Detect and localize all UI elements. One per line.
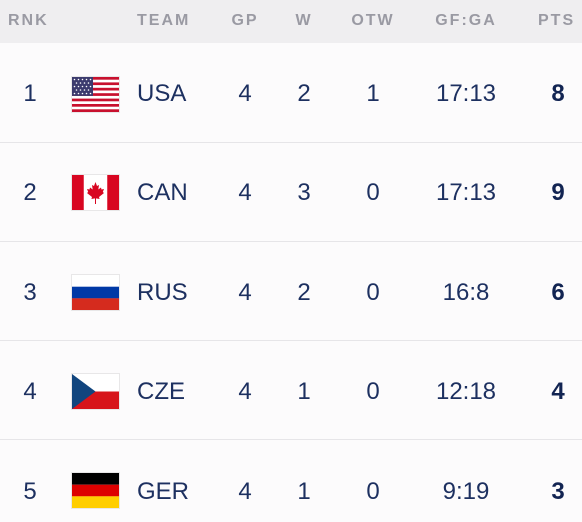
otw-cell: 1 [366,80,380,107]
gfga-cell: 9:19 [442,478,490,505]
header-gfga: GF:GA [435,12,497,29]
russia-flag-icon [72,275,119,310]
gp-cell: 4 [238,378,252,405]
otw-cell: 0 [366,179,380,206]
czech-flag-icon [72,374,119,409]
germany-flag-icon [72,473,119,508]
table-row[interactable]: 3 RUS 4 2 0 16:8 6 [0,242,582,341]
gfga-cell: 12:18 [435,378,497,405]
table-row[interactable]: 2 CAN 4 3 0 17:13 9 [0,143,582,242]
rank-cell: 4 [23,378,37,405]
header-gp: GP [231,12,259,29]
gp-cell: 4 [238,179,252,206]
wins-cell: 2 [297,279,311,306]
team-name[interactable]: CAN [137,179,188,206]
rank-cell: 5 [23,478,37,505]
team-name[interactable]: CZE [137,378,185,405]
wins-cell: 1 [297,478,311,505]
canada-flag-icon [72,175,119,210]
otw-cell: 0 [366,279,380,306]
gp-cell: 4 [238,478,252,505]
otw-cell: 0 [366,478,380,505]
usa-flag-icon [72,77,119,112]
pts-cell: 6 [551,279,565,306]
table-header: RNK TEAM GP W OTW GF:GA PTS [0,0,582,43]
wins-cell: 1 [297,378,311,405]
header-otw: OTW [351,12,395,29]
header-pts: PTS [538,12,576,29]
rank-cell: 3 [23,279,37,306]
pts-cell: 9 [551,179,565,206]
gfga-cell: 17:13 [435,80,497,107]
header-team: TEAM [137,12,191,29]
gp-cell: 4 [238,80,252,107]
header-rank: RNK [8,12,49,29]
header-wins: W [295,12,313,29]
otw-cell: 0 [366,378,380,405]
wins-cell: 3 [297,179,311,206]
team-name[interactable]: RUS [137,279,188,306]
gfga-cell: 17:13 [435,179,497,206]
table-row[interactable]: 4 CZE 4 1 0 12:18 4 [0,341,582,440]
rank-cell: 2 [23,179,37,206]
table-row[interactable]: 1 USA 4 2 [0,44,582,143]
table-row[interactable]: 5 GER 4 1 0 9:19 3 [0,440,582,522]
rank-cell: 1 [23,80,37,107]
pts-cell: 3 [551,478,565,505]
gfga-cell: 16:8 [442,279,490,306]
wins-cell: 2 [297,80,311,107]
pts-cell: 8 [551,80,565,107]
team-name[interactable]: USA [137,80,187,107]
team-name[interactable]: GER [137,478,190,505]
pts-cell: 4 [551,378,565,405]
gp-cell: 4 [238,279,252,306]
